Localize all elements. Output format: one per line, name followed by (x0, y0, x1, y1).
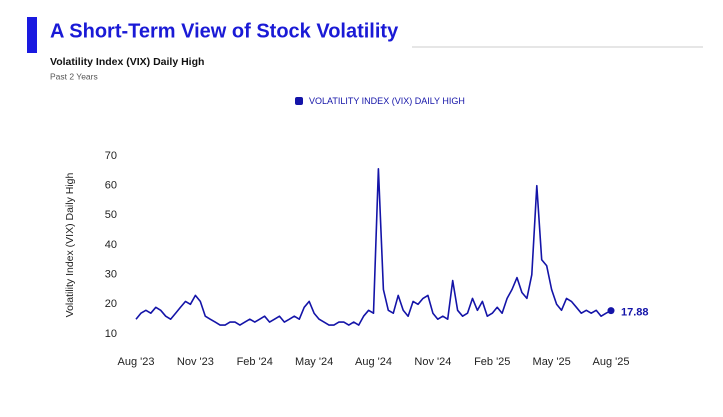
y-tick-label: 20 (105, 298, 117, 310)
end-value-label: 17.88 (621, 307, 649, 319)
x-tick-label: Aug '23 (118, 356, 155, 368)
x-tick-label: Nov '24 (414, 356, 451, 368)
legend-label: VOLATILITY INDEX (VIX) DAILY HIGH (309, 96, 465, 106)
chart-title: A Short-Term View of Stock Volatility (50, 20, 399, 42)
x-tick-label: Feb '25 (474, 356, 510, 368)
x-tick-label: May '24 (295, 356, 333, 368)
x-tick-label: Nov '23 (177, 356, 214, 368)
y-tick-label: 40 (105, 239, 117, 251)
x-tick-label: May '25 (533, 356, 571, 368)
y-axis-label: Volatility Index (VIX) Daily High (64, 172, 76, 317)
legend-swatch (295, 97, 303, 105)
y-tick-label: 10 (105, 328, 117, 340)
x-tick-label: Aug '24 (355, 356, 392, 368)
end-marker (607, 307, 615, 315)
y-tick-label: 60 (105, 180, 117, 192)
line-series (135, 168, 612, 326)
y-tick-label: 70 (105, 150, 117, 162)
x-tick-label: Feb '24 (237, 356, 273, 368)
y-tick-label: 30 (105, 269, 117, 281)
y-tick-label: 50 (105, 209, 117, 221)
chart-note: Past 2 Years (50, 71, 98, 81)
accent-bar (27, 17, 37, 53)
chart-subtitle: Volatility Index (VIX) Daily High (50, 56, 204, 68)
x-tick-label: Aug '25 (593, 356, 630, 368)
